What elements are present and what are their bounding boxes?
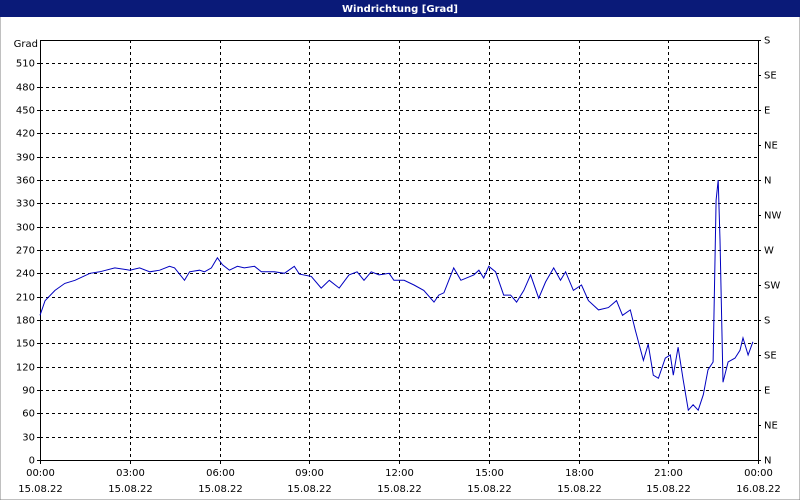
data-line (39, 179, 754, 412)
x-tick-date: 15.08.22 (18, 484, 63, 495)
y-tick-label: 480 (16, 83, 35, 94)
x-tick-label: 12:00 (385, 468, 414, 479)
title-bar (0, 0, 800, 17)
y-tick-label: 330 (16, 199, 35, 210)
x-tick-label: 03:00 (116, 468, 145, 479)
y-tick-label: 30 (22, 433, 35, 444)
x-tick-label: 15:00 (475, 468, 504, 479)
y-tick-label: 90 (22, 386, 35, 397)
x-tick-label: 18:00 (565, 468, 594, 479)
y-tick-label: 510 (16, 59, 35, 70)
x-tick-date: 15.08.22 (287, 484, 332, 495)
y-tick-label: 360 (16, 176, 35, 187)
y-tick-label: 390 (16, 153, 35, 164)
y-tick-label: 120 (16, 363, 35, 374)
y-tick-label: 240 (16, 269, 35, 280)
y-tick-label: 0 (29, 456, 35, 467)
x-tick-date: 16.08.22 (736, 484, 781, 495)
y2-tick-label: NW (764, 211, 781, 222)
y2-tick-label: N (764, 176, 771, 187)
y2-tick-label: SE (764, 351, 777, 362)
y-tick-label: 450 (16, 106, 35, 117)
y2-tick-label: W (764, 246, 774, 257)
x-tick-label: 09:00 (295, 468, 324, 479)
y-tick-label: 300 (16, 223, 35, 234)
x-tick-date: 15.08.22 (377, 484, 422, 495)
y2-tick-label: SE (764, 71, 777, 82)
y-axis-label: Grad (14, 39, 38, 50)
y-tick-label: 180 (16, 316, 35, 327)
y-tick-label: 270 (16, 246, 35, 257)
plot-border (40, 40, 759, 461)
x-tick-date: 15.08.22 (557, 484, 602, 495)
x-tick-label: 21:00 (654, 468, 683, 479)
x-tick-date: 15.08.22 (108, 484, 153, 495)
x-tick-label: 00:00 (26, 468, 55, 479)
y-tick-label: 420 (16, 129, 35, 140)
y2-tick-label: SW (764, 281, 780, 292)
y2-tick-label: E (764, 386, 770, 397)
y2-tick-label: NE (764, 421, 778, 432)
y-tick-label: 210 (16, 293, 35, 304)
y2-tick-label: NE (764, 141, 778, 152)
y-tick-label: 60 (22, 409, 35, 420)
x-tick-date: 15.08.22 (467, 484, 512, 495)
y2-tick-label: E (764, 106, 770, 117)
chart-title: Windrichtung [Grad] (342, 4, 458, 15)
y2-tick-label: N (764, 456, 771, 467)
y-tick-label: 150 (16, 339, 35, 350)
x-tick-label: 06:00 (206, 468, 235, 479)
x-tick-label: 00:00 (744, 468, 773, 479)
x-tick-date: 15.08.22 (198, 484, 243, 495)
x-tick-date: 15.08.22 (646, 484, 691, 495)
y2-tick-label: S (764, 316, 770, 327)
y2-tick-label: S (764, 36, 770, 47)
